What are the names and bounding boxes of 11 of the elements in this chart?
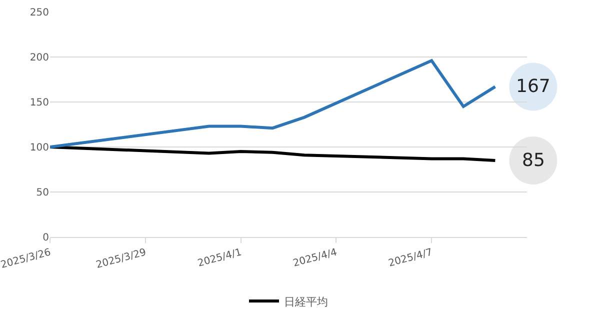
y-tick-label: 200	[30, 52, 49, 64]
legend-label: 日経平均	[284, 295, 328, 308]
y-tick-label: 250	[30, 8, 49, 18]
y-tick-label: 150	[30, 98, 49, 108]
data-label: 167	[516, 76, 550, 97]
line-series	[50, 59, 497, 148]
line-series	[50, 146, 497, 162]
y-tick-label: 50	[36, 188, 49, 198]
y-tick-label: 100	[30, 142, 49, 154]
data-label: 85	[522, 150, 545, 171]
y-tick-label: 0	[42, 232, 49, 244]
